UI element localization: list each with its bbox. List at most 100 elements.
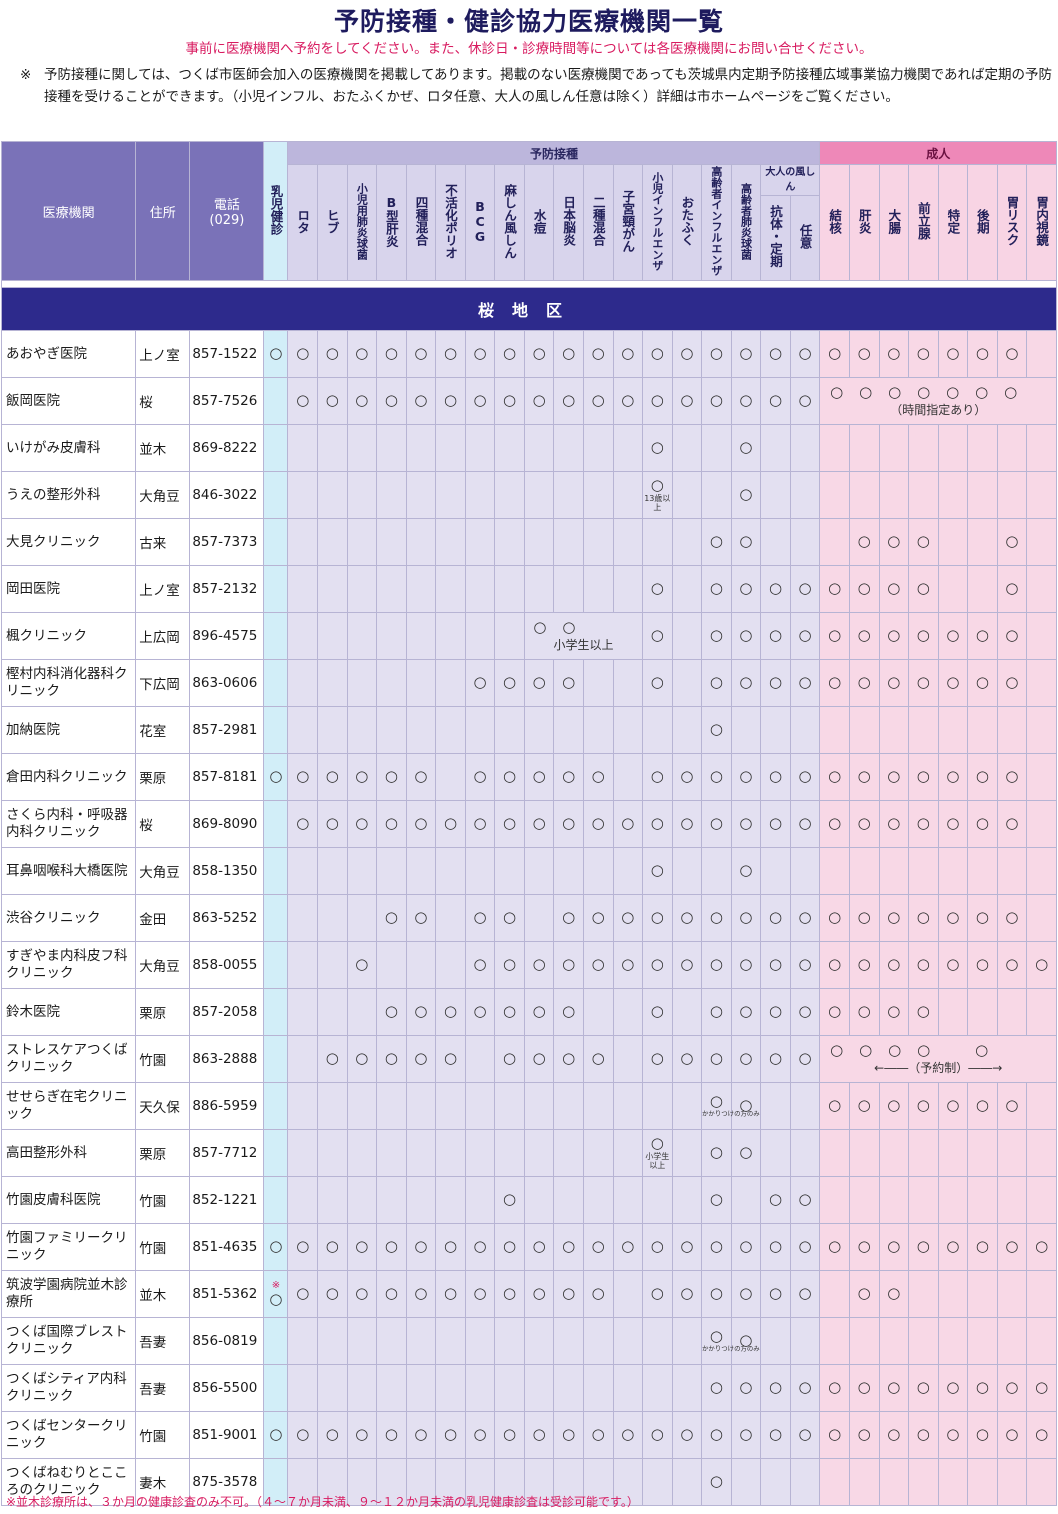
circle-mark: ○ <box>591 1284 605 1302</box>
adult-cell: ○ <box>819 753 850 801</box>
circle-mark: ○ <box>562 344 576 362</box>
clinic-phone: 896-4575 <box>189 612 265 660</box>
adult-cell <box>996 1317 1028 1365</box>
vaccine-cell <box>435 753 466 801</box>
vaccine-cell <box>287 988 319 1036</box>
header-infant-label: 乳児健診 <box>268 184 284 235</box>
vaccine-cell <box>553 1129 584 1177</box>
circle-mark: ○ <box>739 626 753 644</box>
vaccine-cell: ○ <box>671 330 703 378</box>
vaccine-cell: ○ <box>760 988 791 1036</box>
circle-mark: ○ <box>798 1284 812 1302</box>
circle-mark: ○ <box>1035 955 1049 973</box>
circle-mark: ○ <box>384 908 398 926</box>
vaccine-cell <box>405 659 437 707</box>
vaccine-cell: ○ <box>701 706 732 754</box>
clinic-address: 花室 <box>135 706 191 754</box>
clinic-address: 竹園 <box>135 1411 191 1459</box>
circle-mark: ○ <box>739 861 753 879</box>
circle-mark: ○ <box>768 344 783 362</box>
clinic-name: つくばシティア内科クリニック <box>0 1364 137 1412</box>
vaccine-cell <box>376 1176 407 1224</box>
adult-cell <box>819 471 850 519</box>
clinic-phone: 869-8222 <box>189 424 265 472</box>
adult-cell <box>1026 565 1057 613</box>
vaccine-cell: ○ <box>405 1223 437 1271</box>
adult-cell: ○ <box>848 1411 880 1459</box>
adult-cell: ○ <box>937 612 969 660</box>
vaccine-cell <box>346 1176 378 1224</box>
vaccine-cell <box>553 1082 584 1130</box>
circle-mark: ○ <box>680 1049 694 1067</box>
vaccine-cell <box>317 847 348 895</box>
vaccine-cell <box>346 424 378 472</box>
clinic-phone: 857-1522 <box>189 330 265 378</box>
vaccine-cell: ○ <box>346 941 378 989</box>
circle-mark: ○ <box>828 1378 842 1396</box>
circle-mark: ○ <box>768 579 783 597</box>
vaccine-cell: ○ <box>730 753 762 801</box>
reservation-note: 事前に医療機関へ予約をしてください。また、休診日・診療時間等については各医療機関… <box>185 41 873 57</box>
vaccine-cell <box>582 847 614 895</box>
adult-cell <box>908 1270 939 1318</box>
vaccine-cell: ○ <box>582 1270 614 1318</box>
circle-mark: ○ <box>443 1425 458 1443</box>
adult-cell: ○ <box>848 941 880 989</box>
vaccine-cell: ○ <box>523 330 555 378</box>
vaccine-cell <box>642 1458 673 1506</box>
header-vaccine-label: 日本脳炎 <box>561 196 577 246</box>
header-vaccine-label: 小児インフルエンザ <box>650 171 664 271</box>
circle-mark: ○ <box>857 767 871 785</box>
clinic-address: 栗原 <box>135 753 191 801</box>
circle-mark: ○ <box>1005 532 1019 550</box>
circle-mark: ○ <box>1005 1096 1019 1114</box>
circle-mark: ○ <box>975 626 989 644</box>
circle-mark: ○ <box>828 814 842 832</box>
header-adult-label: 大腸 <box>886 208 902 234</box>
circle-mark: ○ <box>269 1425 283 1443</box>
vaccine-cell: ○ <box>701 565 732 613</box>
circle-mark: ○ <box>503 344 517 362</box>
circle-mark: ○ <box>414 1002 428 1020</box>
infant-cell: ○ <box>263 753 289 801</box>
circle-mark: ○ <box>562 1237 576 1255</box>
adult-cell: ○ <box>908 612 939 660</box>
infant-cell <box>263 988 289 1036</box>
vaccine-cell <box>671 706 703 754</box>
header-vaccine-1: ヒブ <box>317 164 348 281</box>
adult-cell: ○ <box>819 894 850 942</box>
circle-mark: ○ <box>709 391 723 409</box>
adult-cell <box>967 1270 998 1318</box>
circle-mark: ○ <box>503 391 517 409</box>
vaccine-cell: ○ <box>701 1411 732 1459</box>
circle-mark: ○ <box>355 1284 369 1302</box>
circle-mark: ○ <box>768 814 783 832</box>
vaccine-cell: ○ <box>346 1411 378 1459</box>
adult-cell: ○ <box>848 753 880 801</box>
header-vaccine-label: 不活化ポリオ <box>442 183 458 259</box>
note-mark: ※ <box>20 67 32 83</box>
vaccine-cell <box>553 706 584 754</box>
vaccine-cell <box>642 1317 673 1365</box>
adult-cell: ○ <box>967 894 998 942</box>
vaccine-cell: ○ <box>789 1223 821 1271</box>
vaccine-cell: ○ かかりつけの方のみ <box>701 1317 760 1365</box>
circle-mark: ○ <box>680 1237 694 1255</box>
circle-mark: ○ <box>650 626 664 644</box>
circle-mark: ○ <box>768 955 783 973</box>
vaccine-cell: ○ <box>494 941 525 989</box>
vaccine-cell: ○ <box>789 1411 821 1459</box>
adult-note: （時間指定あり） <box>890 402 987 417</box>
clinic-address: 上ノ室 <box>135 565 191 613</box>
circle-mark: ○ <box>709 1326 723 1345</box>
header-infant: 乳児健診 <box>263 141 289 281</box>
adult-cell: ○ <box>878 753 910 801</box>
vaccine-cell <box>435 1458 466 1506</box>
adult-cell <box>967 565 998 613</box>
clinic-name: 大見クリニック <box>0 518 137 566</box>
table-row: 岡田医院 上ノ室 857-2132 ○ ○ ○ ○ ○ ○ ○ ○ ○ ○ <box>0 565 1057 613</box>
adult-cell: ○ <box>908 330 939 378</box>
circle-mark: ○ <box>768 1237 783 1255</box>
circle-mark: ○ <box>857 532 871 550</box>
circle-mark: ○ <box>916 1096 930 1114</box>
